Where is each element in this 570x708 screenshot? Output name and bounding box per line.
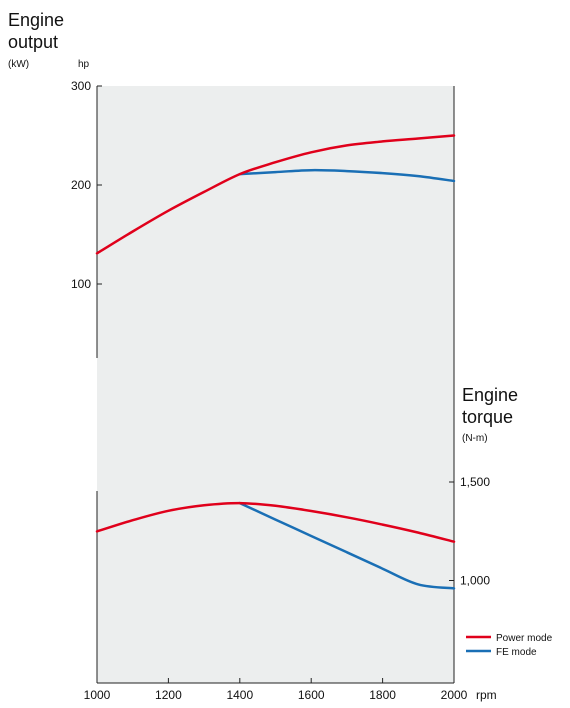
torque-power-mode-line [95, 501, 456, 543]
legend: Power mode FE mode [466, 633, 553, 658]
x-tick-label: 1600 [298, 688, 325, 702]
legend-label-fe: FE mode [496, 647, 537, 658]
x-axis-unit: rpm [476, 688, 497, 702]
torque-title-line1: Engine [462, 385, 518, 405]
output-title-line2: output [8, 32, 58, 52]
x-tick-label: 1800 [369, 688, 396, 702]
torque-unit: (N-m) [462, 433, 488, 444]
x-tick-label: 1400 [226, 688, 253, 702]
output-y-tick-label: 100 [71, 277, 91, 291]
output-y-tick-label: 300 [71, 79, 91, 93]
torque-fe-mode-line [238, 501, 456, 590]
x-tick-label: 2000 [441, 688, 468, 702]
output-fe-mode-line [238, 168, 456, 183]
plot-area [97, 86, 454, 683]
torque-y-tick-label: 1,500 [460, 475, 490, 489]
output-title-line1: Engine [8, 10, 64, 30]
output-unit-kw: (kW) [8, 59, 29, 70]
x-tick-label: 1000 [84, 688, 111, 702]
output-y-tick-label: 200 [71, 178, 91, 192]
legend-label-power: Power mode [496, 633, 553, 644]
x-tick-label: 1200 [155, 688, 182, 702]
output-unit-hp: hp [78, 59, 90, 70]
output-power-mode-line [95, 134, 456, 255]
torque-title-line2: torque [462, 407, 513, 427]
torque-y-tick-label: 1,000 [460, 574, 490, 588]
